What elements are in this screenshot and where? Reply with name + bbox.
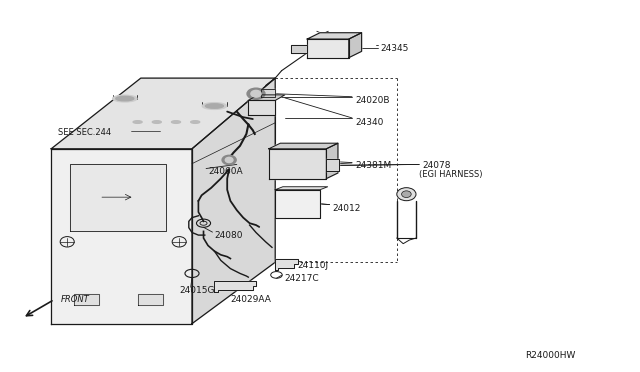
Polygon shape <box>138 294 163 305</box>
Polygon shape <box>74 294 99 305</box>
Polygon shape <box>291 45 307 53</box>
Polygon shape <box>307 33 362 39</box>
Text: 24029AA: 24029AA <box>230 295 271 304</box>
Polygon shape <box>326 143 338 179</box>
Ellipse shape <box>225 157 233 163</box>
Text: 24217C: 24217C <box>285 274 319 283</box>
Ellipse shape <box>116 96 134 101</box>
Text: 24381M: 24381M <box>355 161 392 170</box>
Polygon shape <box>192 78 275 324</box>
Polygon shape <box>248 95 285 100</box>
Ellipse shape <box>191 121 200 123</box>
Polygon shape <box>326 159 339 171</box>
Ellipse shape <box>172 121 180 123</box>
Polygon shape <box>214 281 256 292</box>
Ellipse shape <box>152 121 161 123</box>
Text: 24012: 24012 <box>333 204 361 213</box>
Text: FRONT: FRONT <box>61 295 90 304</box>
Polygon shape <box>51 149 192 324</box>
Text: (EGI HARNESS): (EGI HARNESS) <box>419 170 483 179</box>
Text: 24078: 24078 <box>422 161 451 170</box>
Polygon shape <box>349 33 362 58</box>
Text: 24110J: 24110J <box>298 262 329 270</box>
Polygon shape <box>275 259 298 270</box>
Ellipse shape <box>402 191 412 198</box>
Polygon shape <box>269 149 326 179</box>
Ellipse shape <box>247 88 265 99</box>
Ellipse shape <box>133 121 142 123</box>
Ellipse shape <box>397 187 416 201</box>
Text: 24340: 24340 <box>355 118 383 126</box>
Ellipse shape <box>113 95 137 102</box>
Polygon shape <box>248 100 275 115</box>
Polygon shape <box>269 143 338 149</box>
Text: R24000HW: R24000HW <box>525 351 575 360</box>
Text: SEE SEC.244: SEE SEC.244 <box>58 128 111 137</box>
Ellipse shape <box>251 90 261 97</box>
Text: 24080: 24080 <box>214 231 243 240</box>
Text: 24015G: 24015G <box>179 286 214 295</box>
Polygon shape <box>261 89 275 97</box>
Ellipse shape <box>205 104 223 108</box>
Ellipse shape <box>222 155 236 164</box>
Ellipse shape <box>202 103 227 109</box>
Polygon shape <box>307 39 349 58</box>
Polygon shape <box>275 190 320 218</box>
Text: 24020B: 24020B <box>355 96 390 105</box>
Polygon shape <box>51 78 275 149</box>
Polygon shape <box>275 187 328 190</box>
Text: 24345: 24345 <box>381 44 409 53</box>
Text: 24060A: 24060A <box>208 167 243 176</box>
Polygon shape <box>70 164 166 231</box>
